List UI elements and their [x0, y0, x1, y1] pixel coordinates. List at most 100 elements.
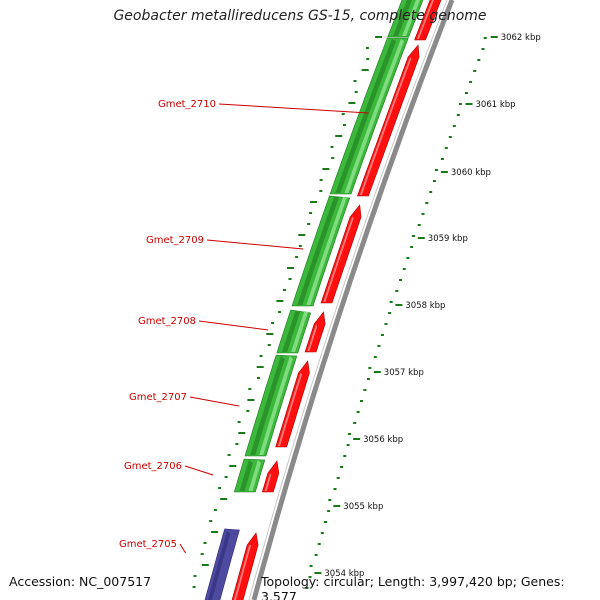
reverse-cds-shade — [239, 460, 253, 491]
reverse-cds-highlight — [344, 39, 405, 193]
scale-label: 3056 kbp — [363, 435, 403, 445]
reverse-cds-shade — [282, 311, 301, 352]
scale-label: 3055 kbp — [343, 502, 383, 512]
scale-tick — [406, 257, 410, 259]
reverse-cds-highlight — [402, 0, 420, 36]
gc-skew-tick — [256, 366, 264, 368]
scale-tick — [425, 202, 429, 204]
scale-tick — [395, 290, 399, 292]
scale-tick — [399, 279, 402, 281]
scale-tick — [483, 37, 487, 39]
gc-skew-tick — [295, 256, 299, 258]
scale-tick — [384, 323, 388, 325]
gene-label-leader — [218, 103, 369, 114]
scale-major-tick — [465, 103, 473, 105]
forward-cds-highlight — [264, 473, 272, 491]
scale-tick — [366, 378, 370, 380]
scale-tick — [333, 488, 337, 490]
reverse-cds-shade — [297, 197, 340, 305]
scale-major-tick — [314, 572, 322, 574]
gc-skew-tick — [330, 146, 334, 148]
gc-skew-tick — [288, 278, 292, 280]
reverse-cds-highlight — [248, 460, 261, 491]
gc-skew-tick — [309, 212, 313, 214]
forward-cds-highlight — [323, 217, 354, 302]
reverse-cds-shade — [393, 0, 412, 36]
map-title: Geobacter metallireducens GS-15, complet… — [113, 8, 487, 24]
gc-skew-tick — [319, 190, 323, 192]
scale-label: 3060 kbp — [451, 168, 491, 178]
other-gene-shade — [208, 531, 231, 600]
scale-major-tick — [490, 36, 498, 38]
scale-label: 3061 kbp — [476, 100, 516, 110]
gc-skew-tick — [375, 36, 383, 38]
forward-cds-highlight — [278, 373, 303, 446]
gc-skew-tick — [220, 498, 228, 500]
forward-cds-highlight — [416, 0, 434, 39]
scale-tick — [373, 356, 377, 358]
gc-skew-tick — [335, 135, 343, 137]
forward-cds-highlight — [307, 324, 318, 351]
gc-skew-tick — [271, 322, 275, 324]
gc-skew-tick — [203, 542, 207, 544]
scale-tick — [353, 422, 357, 424]
reverse-cds-highlight — [291, 311, 309, 352]
forward-cds-highlight — [359, 57, 412, 195]
gene-label-leader — [206, 239, 304, 250]
reverse-cds-highlight — [306, 197, 348, 305]
gc-skew-tick — [298, 245, 302, 247]
gc-skew-tick — [257, 377, 260, 379]
gc-skew-tick — [343, 124, 346, 126]
scale-label: 3058 kbp — [405, 301, 445, 311]
scale-label: 3057 kbp — [384, 368, 424, 378]
scale-tick — [308, 576, 312, 578]
scale-tick — [452, 125, 456, 127]
gc-skew-tick — [365, 47, 369, 49]
gc-skew-tick — [238, 432, 246, 434]
gc-skew-tick — [322, 168, 330, 170]
scale-tick — [343, 455, 347, 457]
scale-label: 3059 kbp — [428, 234, 468, 244]
scale-label: 3054 kbp — [324, 569, 364, 579]
scale-tick — [380, 334, 384, 336]
genome-backbone — [251, 0, 455, 600]
gc-skew-tick — [354, 91, 358, 93]
gc-skew-tick — [201, 564, 209, 566]
genome-backbone-highlight — [248, 0, 448, 600]
gc-skew-tick — [246, 410, 250, 412]
scale-tick — [469, 81, 473, 83]
scale-tick — [340, 466, 343, 468]
gene-label-leader — [179, 543, 187, 554]
gene-label-leader — [184, 465, 214, 476]
gc-skew-tick — [248, 388, 252, 390]
gc-skew-tick — [310, 201, 318, 203]
scale-major-tick — [373, 371, 381, 373]
scale-tick — [327, 510, 331, 512]
scale-tick — [368, 367, 372, 369]
gc-skew-tick — [331, 157, 335, 159]
gc-skew-tick — [319, 179, 323, 181]
gc-skew-tick — [287, 267, 294, 269]
gc-skew-tick — [213, 509, 217, 511]
gc-skew-tick — [192, 586, 196, 588]
genome-summary-text: Topology: circular; Length: 3,997,420 bp… — [261, 574, 565, 600]
scale-tick — [360, 400, 363, 402]
scale-tick — [410, 246, 414, 248]
scale-tick — [417, 224, 421, 226]
scale-tick — [324, 521, 327, 523]
scale-tick — [481, 48, 485, 50]
gc-skew-tick — [247, 399, 255, 401]
scale-major-tick — [333, 505, 341, 507]
scale-label: 3062 kbp — [501, 33, 541, 43]
gc-skew-tick — [283, 289, 286, 291]
scale-tick — [434, 169, 438, 171]
scale-tick — [388, 312, 392, 314]
scale-tick — [314, 554, 318, 556]
gene-label: Gmet_2710 — [158, 99, 216, 110]
gc-skew-tick — [298, 234, 306, 236]
gene-label: Gmet_2705 — [119, 539, 177, 550]
scale-tick — [356, 411, 360, 413]
gc-skew-tick — [227, 454, 231, 456]
scale-tick — [346, 444, 350, 446]
